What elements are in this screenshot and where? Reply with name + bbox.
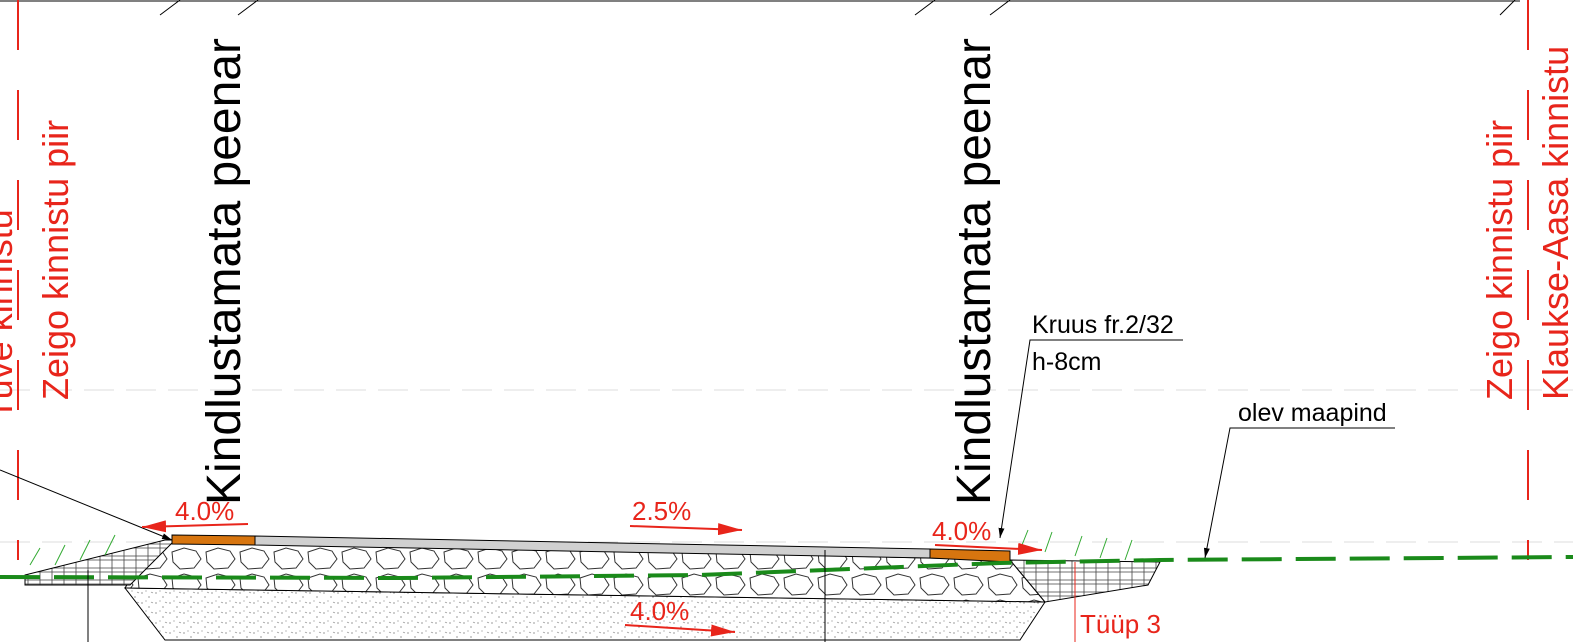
- parcel-label: Tuve kinnistu: [0, 209, 20, 420]
- left-slope: [24, 539, 177, 586]
- shoulder-left: [171, 534, 256, 546]
- slope-label: 4.0%: [175, 496, 234, 526]
- thickness-label: h-8cm: [1032, 348, 1101, 376]
- material-label: Kruus fr.2/32: [1032, 311, 1174, 339]
- slope-arrows: [141, 520, 1043, 637]
- parcel-label: Klaukse-Aasa kinnistu: [1535, 46, 1573, 400]
- dimension-lines: [87, 550, 826, 642]
- slope-label: 4.0%: [630, 596, 689, 626]
- boundary-label: Zeigo kinnistu piir: [1479, 120, 1520, 400]
- boundary-label: Zeigo kinnistu piir: [35, 120, 76, 400]
- slope-label: 2.5%: [632, 496, 691, 526]
- ground-label: olev maapind: [1238, 399, 1387, 427]
- slope-label: 4.0%: [932, 516, 991, 546]
- type-label: Tüüp 3: [1080, 609, 1161, 639]
- grass: [29, 529, 1133, 566]
- shoulder-label: Kindlustamata peenar: [948, 38, 1001, 505]
- existing-ground: [0, 555, 1573, 581]
- frame: [0, 0, 1520, 16]
- shoulder-label: Kindlustamata peenar: [198, 38, 251, 505]
